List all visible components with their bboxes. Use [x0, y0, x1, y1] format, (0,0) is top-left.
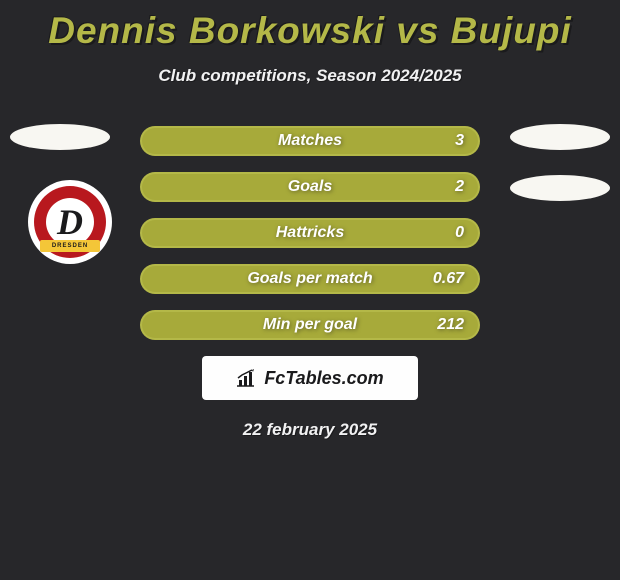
stat-row-goals-per-match: Goals per match 0.67 [140, 264, 480, 294]
page-title: Dennis Borkowski vs Bujupi [0, 0, 620, 52]
player2-avatar-placeholder [510, 124, 610, 150]
player2-club-placeholder [510, 175, 610, 201]
brand-chart-icon [236, 368, 258, 388]
player1-avatar-placeholder [10, 124, 110, 150]
stat-row-min-per-goal: Min per goal 212 [140, 310, 480, 340]
date-label: 22 february 2025 [0, 420, 620, 440]
brand-text: FcTables.com [264, 368, 383, 389]
player1-club-badge: D DRESDEN [28, 180, 112, 264]
stat-value: 2 [455, 172, 464, 202]
brand-box: FcTables.com [202, 356, 418, 400]
stat-row-goals: Goals 2 [140, 172, 480, 202]
stat-value: 0.67 [433, 264, 464, 294]
stat-value: 3 [455, 126, 464, 156]
club-badge-banner: DRESDEN [40, 240, 100, 252]
stat-value: 212 [437, 310, 464, 340]
stat-row-matches: Matches 3 [140, 126, 480, 156]
subtitle: Club competitions, Season 2024/2025 [0, 66, 620, 86]
stat-row-hattricks: Hattricks 0 [140, 218, 480, 248]
stat-value: 0 [455, 218, 464, 248]
